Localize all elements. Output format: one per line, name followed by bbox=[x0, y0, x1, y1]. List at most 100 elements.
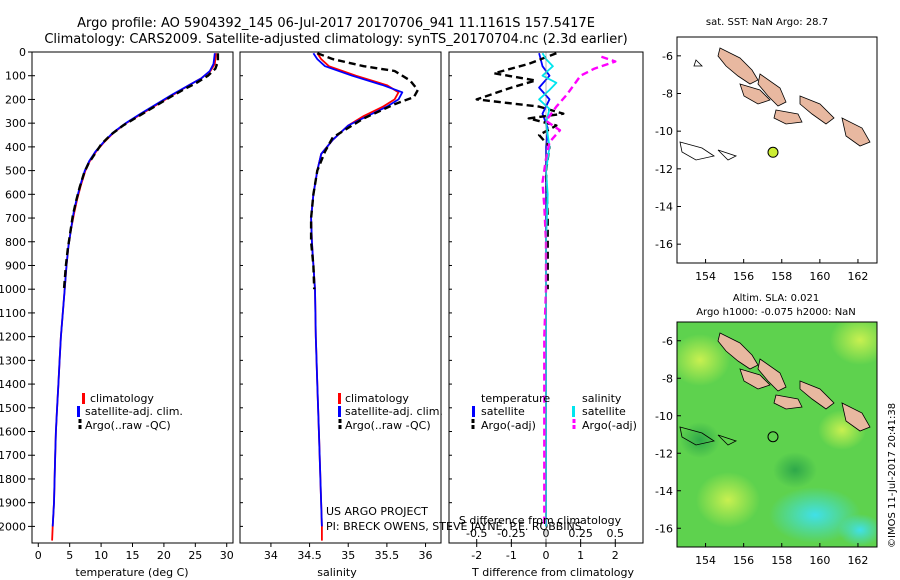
temperature-frame bbox=[31, 51, 234, 544]
sla-high-northwest bbox=[677, 334, 730, 386]
lon-tick-label: 162 bbox=[847, 270, 868, 283]
depth-tick-label: 800 bbox=[5, 236, 26, 249]
x-tick-label: -1 bbox=[506, 549, 517, 562]
project-credit: US ARGO PROJECT bbox=[326, 505, 428, 518]
x-tick-label: 5 bbox=[66, 549, 73, 562]
salinity-panel: 34 34.5 35 35.5 36 salinity climatology sate… bbox=[239, 51, 582, 579]
depth-tick-label: 300 bbox=[5, 117, 26, 130]
lon-tick-label: 160 bbox=[809, 554, 830, 567]
lat-tick-label: -14 bbox=[655, 201, 673, 214]
temperature-xlabel: temperature (deg C) bbox=[75, 566, 188, 579]
x-tick-label: 35.5 bbox=[375, 549, 400, 562]
x-tick-label: 0 bbox=[35, 549, 42, 562]
sla-cyan-patch-east bbox=[838, 514, 877, 546]
sla-map-axes: 154 156 158 160 162 -6 -8 -10 -12 -14 -16 bbox=[655, 335, 868, 567]
salinity-profiles bbox=[309, 52, 419, 541]
x-tick-label: 25 bbox=[188, 549, 202, 562]
x-tick-label: 0 bbox=[543, 549, 550, 562]
lat-tick-label: -12 bbox=[655, 447, 673, 460]
legend-label-satellite: satellite-adj. clim. bbox=[85, 405, 183, 418]
lat-tick-label: -6 bbox=[662, 335, 673, 348]
lat-tick-label: -8 bbox=[662, 372, 673, 385]
x-tick-label: 20 bbox=[157, 549, 171, 562]
island-malaita bbox=[799, 95, 835, 125]
pi-credit: PI: BRECK OWENS, STEVE JAYNE, P.E. ROBBI… bbox=[326, 520, 582, 533]
legend-label-argo: Argo(..raw -QC) bbox=[85, 419, 171, 432]
legend-title-temperature: temperature bbox=[481, 392, 550, 405]
temperature-profiles bbox=[51, 53, 220, 541]
legend-swatch-satellite bbox=[338, 406, 341, 417]
lon-tick-label: 158 bbox=[771, 270, 792, 283]
legend-label-t-satellite: satellite bbox=[481, 405, 525, 418]
x-tick-label: 34 bbox=[264, 549, 278, 562]
sst-map-title: sat. SST: NaN Argo: 28.7 bbox=[706, 17, 828, 28]
island-new-georgia bbox=[739, 83, 771, 105]
series-line-0 bbox=[51, 53, 217, 541]
argo-position-marker bbox=[767, 431, 779, 443]
island-makira bbox=[841, 117, 871, 147]
legend-swatch-climatology bbox=[82, 393, 85, 404]
depth-tick-label: 1900 bbox=[0, 497, 26, 510]
sst-argo-position bbox=[767, 146, 779, 158]
island-choiseul bbox=[717, 332, 759, 370]
timestamp-stamp: ©IMOS 11-Jul-2017 20:41:38 bbox=[887, 403, 898, 548]
sst-land bbox=[679, 47, 871, 161]
temperature-panel: 0100200300400500600700800900100011001200… bbox=[0, 46, 234, 579]
s-tick-label: 0.5 bbox=[607, 527, 625, 540]
s-tick-label: -0.25 bbox=[497, 527, 525, 540]
island-louisiade-east bbox=[717, 149, 738, 161]
island-guadalcanal bbox=[773, 109, 803, 125]
island-choiseul bbox=[717, 47, 759, 85]
island-santa-isabel bbox=[757, 73, 787, 107]
series-line-0 bbox=[310, 52, 400, 541]
legend-swatch-s-satellite bbox=[572, 406, 575, 417]
island-louisiade-east bbox=[717, 434, 738, 446]
s-difference-xlabel: S difference from climatology bbox=[459, 514, 622, 527]
sla-map-title-1: Altim. SLA: 0.021 bbox=[733, 293, 819, 304]
sla-map-frame bbox=[676, 321, 878, 548]
depth-tick-label: 1100 bbox=[0, 307, 26, 320]
island-louisiade-west bbox=[679, 141, 716, 161]
depth-tick-label: 700 bbox=[5, 212, 26, 225]
depth-tick-label: 600 bbox=[5, 188, 26, 201]
x-tick-label: -2 bbox=[471, 549, 482, 562]
depth-tick-label: 1700 bbox=[0, 449, 26, 462]
legend-label-climatology: climatology bbox=[90, 392, 154, 405]
legend-label-argo: Argo(..raw -QC) bbox=[345, 419, 431, 432]
lat-tick-label: -14 bbox=[655, 485, 673, 498]
x-tick-label: 15 bbox=[126, 549, 140, 562]
legend-label-t-argo: Argo(-adj) bbox=[481, 419, 536, 432]
depth-tick-label: 500 bbox=[5, 165, 26, 178]
argo-position-marker bbox=[767, 146, 779, 158]
island-makira bbox=[841, 402, 871, 432]
lon-tick-label: 156 bbox=[733, 554, 754, 567]
salinity-legend: climatology satellite-adj. clim. Argo(..… bbox=[338, 392, 443, 432]
sla-map: Altim. SLA: 0.021 Argo h1000: -0.075 h20… bbox=[655, 293, 878, 567]
island-louisiade-west bbox=[679, 426, 716, 446]
t-difference-axis: -2 -1 0 1 2 bbox=[449, 51, 619, 562]
island-new-georgia bbox=[739, 368, 771, 390]
lon-tick-label: 154 bbox=[695, 554, 716, 567]
legend-label-climatology: climatology bbox=[345, 392, 409, 405]
depth-tick-label: 900 bbox=[5, 259, 26, 272]
island-malaita bbox=[799, 380, 835, 410]
depth-tick-label: 1200 bbox=[0, 331, 26, 344]
depth-tick-label: 100 bbox=[5, 70, 26, 83]
depth-axis: 0 100 200 300 400 500 600 700 800 900 1000 1100 1200… bbox=[0, 46, 32, 533]
depth-tick-label: 1600 bbox=[0, 426, 26, 439]
x-tick-label: 1 bbox=[577, 549, 584, 562]
difference-panel: -2 -1 0 1 2 -0.5 -0.25 0 0.25 0.5 T difference f… bbox=[448, 51, 644, 579]
depth-tick-label: 1500 bbox=[0, 402, 26, 415]
lon-tick-label: 156 bbox=[733, 270, 754, 283]
legend-label-satellite: satellite-adj. clim. bbox=[345, 405, 443, 418]
depth-tick-label: 2000 bbox=[0, 520, 26, 533]
sst-map: sat. SST: NaN Argo: 28.7 154 156 158 160 162… bbox=[655, 17, 878, 283]
header-line-2: Climatology: CARS2009. Satellite-adjuste… bbox=[44, 32, 627, 47]
sla-low-centre bbox=[773, 452, 817, 488]
depth-tick-label: 1400 bbox=[0, 378, 26, 391]
lat-tick-label: -10 bbox=[655, 410, 673, 423]
x-tick-label: 30 bbox=[220, 549, 234, 562]
temperature-legend: climatology satellite-adj. clim. Argo(..… bbox=[77, 392, 183, 432]
x-tick-label: 10 bbox=[94, 549, 108, 562]
